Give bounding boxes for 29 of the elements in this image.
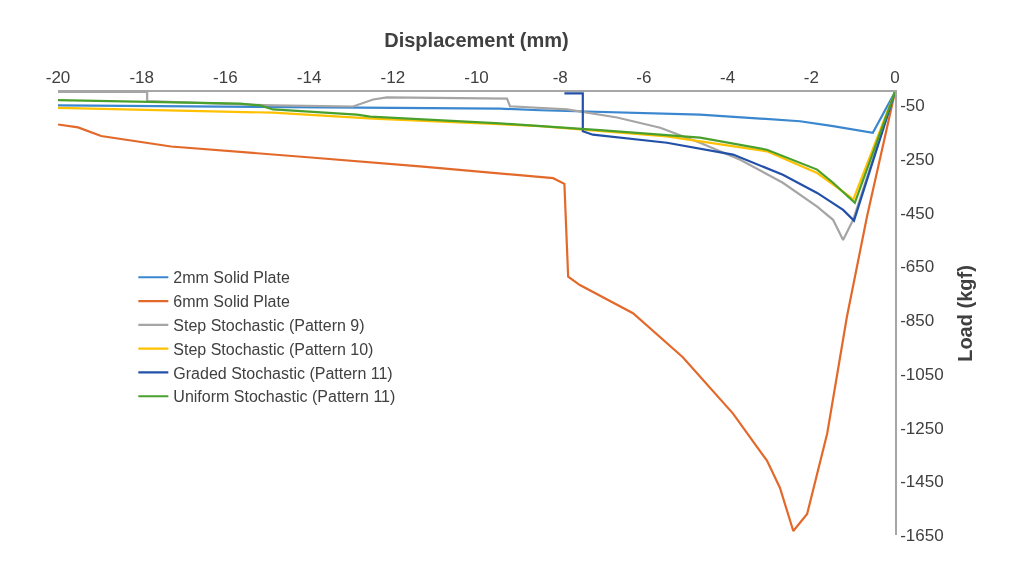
y-tick-label: -1250 <box>900 418 944 438</box>
y-axis-title: Load (kgf) <box>953 265 976 362</box>
x-tick-label: -12 <box>380 68 406 88</box>
legend-label: Graded Stochastic (Pattern 11) <box>173 364 393 382</box>
y-tick-label: -450 <box>900 203 935 223</box>
x-tick-label: -20 <box>45 68 71 88</box>
legend-label: Step Stochastic (Pattern 10) <box>173 340 374 358</box>
y-tick-label: -850 <box>900 311 935 331</box>
legend-label: Step Stochastic (Pattern 9) <box>173 317 365 335</box>
y-tick-label: -1450 <box>900 472 944 492</box>
y-tick-label: -1650 <box>900 525 944 545</box>
line-series <box>563 92 895 222</box>
x-tick-label: 0 <box>890 68 900 88</box>
legend-label: 6mm Solid Plate <box>173 293 290 311</box>
x-tick-label: -8 <box>552 68 568 88</box>
x-tick-label: -14 <box>296 68 322 88</box>
y-tick-label: -50 <box>900 96 925 116</box>
legend-label: Uniform Stochastic (Pattern 11) <box>173 388 396 406</box>
x-tick-label: -10 <box>464 68 489 88</box>
y-tick-label: -650 <box>900 257 935 277</box>
x-tick-label: -4 <box>720 68 736 88</box>
x-axis-title: Displacement (mm) <box>384 29 569 52</box>
x-tick-label: -16 <box>213 68 238 88</box>
legend-label: 2mm Solid Plate <box>173 269 290 287</box>
x-tick-label: -6 <box>636 68 652 88</box>
x-tick-label: -2 <box>803 68 819 88</box>
y-tick-label: -1050 <box>900 364 944 384</box>
x-tick-label: -18 <box>129 68 154 88</box>
y-tick-label: -250 <box>900 150 935 170</box>
